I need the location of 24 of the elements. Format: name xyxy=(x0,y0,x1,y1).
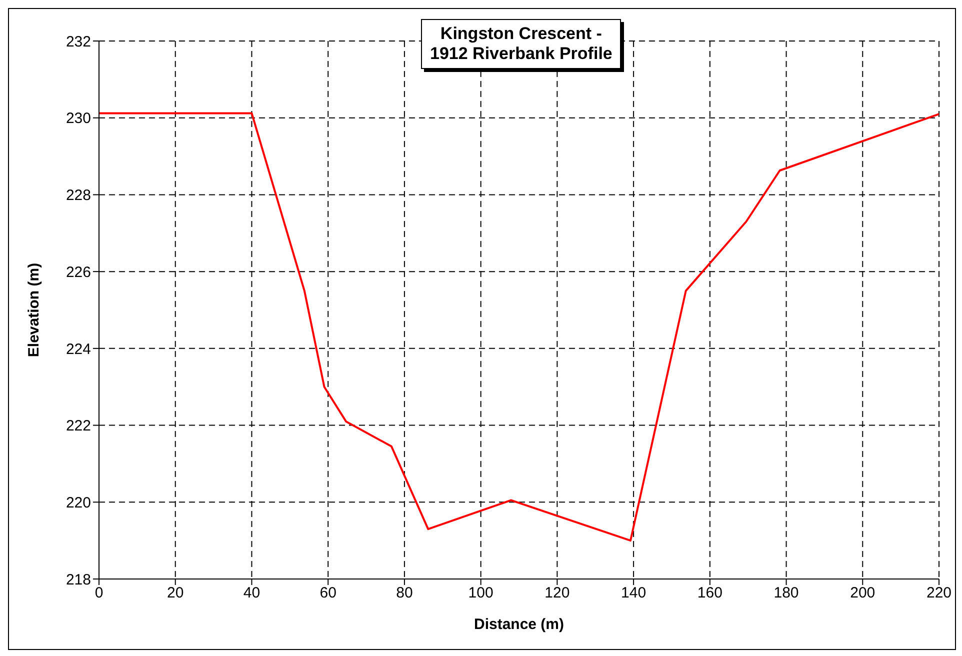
y-tick-label: 226 xyxy=(66,264,91,281)
x-tick-label: 40 xyxy=(243,584,260,602)
x-tick-label: 60 xyxy=(320,584,336,602)
x-tick-label: 180 xyxy=(774,584,799,602)
y-tick-label: 222 xyxy=(66,418,91,435)
x-tick-label: 20 xyxy=(167,584,184,602)
y-tick-label: 224 xyxy=(66,340,91,358)
x-tick-label: 120 xyxy=(544,584,570,602)
x-tick-label: 140 xyxy=(621,584,646,602)
x-axis-title: Distance (m) xyxy=(474,616,564,633)
y-tick-label: 228 xyxy=(66,187,91,204)
y-tick-label: 232 xyxy=(66,33,91,50)
line-series xyxy=(99,112,939,542)
x-tick-label: 100 xyxy=(468,584,494,602)
y-tick-label: 220 xyxy=(66,494,91,512)
x-tick-label: 80 xyxy=(396,584,413,602)
y-tick-label: 218 xyxy=(66,571,91,588)
x-tick-label: 0 xyxy=(94,584,104,602)
x-tick-label: 200 xyxy=(850,584,876,602)
chart-title: Kingston Crescent - 1912 Riverbank Profile xyxy=(421,19,622,69)
y-axis-title: Elevation (m) xyxy=(25,262,42,358)
y-tick-label: 230 xyxy=(66,110,91,128)
x-tick-label: 160 xyxy=(697,584,722,602)
x-tick-label: 220 xyxy=(926,584,952,602)
